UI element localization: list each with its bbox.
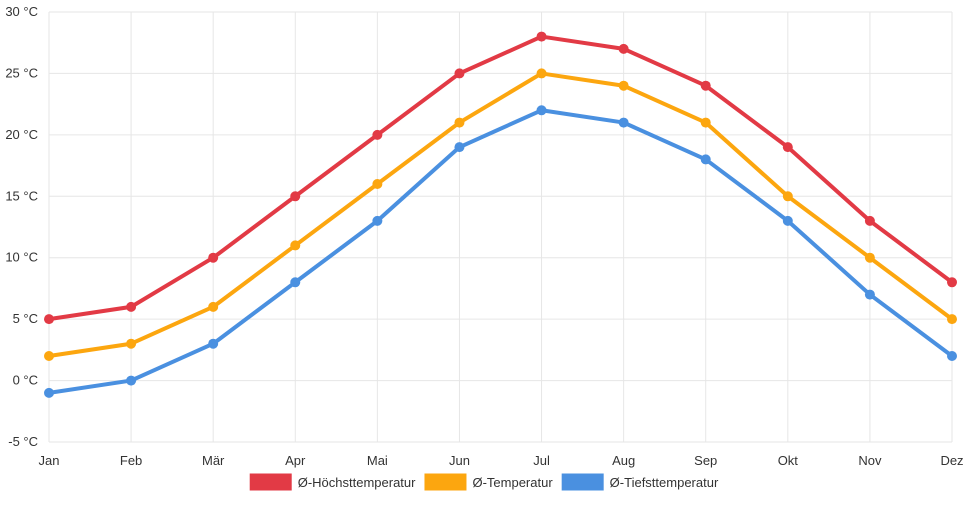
data-point [700, 154, 711, 165]
series-2 [44, 68, 957, 361]
y-tick-label: 15 °C [5, 188, 38, 203]
data-point [864, 252, 875, 263]
y-tick-label: 5 °C [13, 311, 38, 326]
x-tick-label: Mai [367, 453, 388, 468]
y-tick-label: 10 °C [5, 250, 38, 265]
data-point [372, 129, 383, 140]
data-point [536, 31, 547, 42]
legend-item[interactable]: Ø-Temperatur [424, 473, 553, 491]
y-tick-label: 20 °C [5, 127, 38, 142]
data-point [44, 387, 54, 398]
x-tick-label: Apr [285, 453, 306, 468]
data-point [536, 105, 547, 116]
series-line [47, 71, 954, 358]
grid-layer [48, 11, 953, 443]
legend-item[interactable]: Ø-Tiefsttemperatur [561, 473, 719, 491]
data-point [947, 314, 957, 325]
data-point [864, 289, 875, 300]
data-point [290, 191, 301, 202]
data-point [700, 80, 711, 91]
data-point [618, 117, 629, 128]
x-tick-label: Aug [612, 453, 635, 468]
x-tick-label: Jul [533, 453, 550, 468]
axis-layer: -5 °C 0 °C 5 °C 10 °C 15 °C 20 °C 25 °C 30 °C Ja… [5, 4, 963, 468]
data-point [782, 215, 793, 226]
legend-label: Ø-Höchsttemperatur [298, 475, 416, 490]
x-tick-label: Mär [202, 453, 225, 468]
series-1 [44, 31, 957, 325]
legend[interactable]: Ø-Höchsttemperatur Ø-Temperatur Ø-Tiefstte… [249, 473, 719, 491]
x-tick-label: Sep [694, 453, 717, 468]
legend-swatch [424, 473, 467, 491]
data-point [782, 191, 793, 202]
data-point [290, 240, 301, 251]
data-point [126, 338, 137, 349]
y-tick-label: 30 °C [5, 4, 38, 19]
data-point [618, 80, 629, 91]
x-tick-label: Jun [449, 453, 470, 468]
legend-label: Ø-Temperatur [472, 475, 553, 490]
legend-label: Ø-Tiefsttemperatur [610, 475, 719, 490]
data-point [947, 277, 957, 288]
legend-swatch [249, 473, 292, 491]
legend-item[interactable]: Ø-Höchsttemperatur [249, 473, 416, 491]
y-tick-label: 0 °C [13, 373, 38, 388]
x-tick-label: Okt [778, 453, 799, 468]
data-point [372, 215, 383, 226]
data-point [126, 301, 137, 312]
data-point [126, 375, 137, 386]
series-3 [44, 105, 957, 398]
series-line [47, 108, 954, 395]
data-point [208, 252, 219, 263]
x-tick-label: Dez [940, 453, 963, 468]
data-point [208, 301, 219, 312]
data-point [536, 68, 547, 79]
data-point [290, 277, 301, 288]
data-point [44, 314, 54, 325]
data-point [782, 142, 793, 153]
data-point [700, 117, 711, 128]
data-point [454, 117, 465, 128]
data-point [864, 215, 875, 226]
data-point [208, 338, 219, 349]
data-point [454, 142, 465, 153]
data-point [947, 351, 957, 361]
y-tick-label: 25 °C [5, 65, 38, 80]
x-tick-label: Nov [858, 453, 882, 468]
data-point [618, 43, 629, 54]
legend-swatch [561, 473, 604, 491]
series-line [47, 34, 954, 322]
data-point [372, 179, 383, 189]
x-tick-label: Feb [120, 453, 142, 468]
y-tick-label: -5 °C [8, 434, 38, 449]
x-tick-label: Jan [39, 453, 60, 468]
data-point [44, 351, 54, 361]
series-layer [44, 31, 957, 398]
data-point [454, 68, 465, 79]
